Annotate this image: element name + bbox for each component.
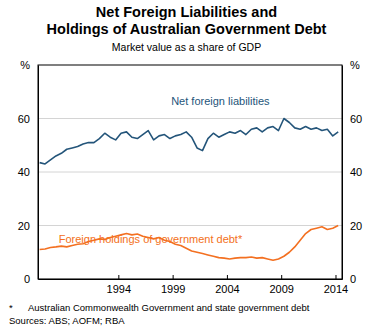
tick-label: 2004 xyxy=(215,283,239,295)
tick-mark xyxy=(281,275,282,279)
tick: 1999 xyxy=(161,275,185,295)
y-axis-left: 0 20 40 60 xyxy=(18,66,39,286)
grid-line xyxy=(38,225,342,226)
grid-line xyxy=(38,172,342,173)
tick-label: 0 xyxy=(24,273,30,285)
series-label: Net foreign liabilities xyxy=(171,95,270,107)
tick: 2004 xyxy=(215,275,239,295)
tick-label: 60 xyxy=(350,113,362,125)
axis-line xyxy=(342,66,343,280)
tick: 0 xyxy=(24,273,38,285)
tick: 20 xyxy=(342,220,362,232)
tick-label: 40 xyxy=(18,166,30,178)
tick-label: 1999 xyxy=(161,283,185,295)
tick-label: 0 xyxy=(350,273,356,285)
tick-label: 1994 xyxy=(107,283,131,295)
tick-label: 20 xyxy=(350,220,362,232)
tick-label: 40 xyxy=(350,166,362,178)
tick: 40 xyxy=(342,166,362,178)
tick: 60 xyxy=(18,113,38,125)
subtitle: Market value as a share of GDP xyxy=(112,41,261,53)
y-axis-right: 0 20 40 60 xyxy=(342,66,362,286)
source: Sources: ABS; AOFM; RBA xyxy=(9,315,125,326)
series-line xyxy=(40,226,339,261)
grid xyxy=(38,119,342,280)
tick-mark xyxy=(335,275,336,279)
plot-frame xyxy=(38,65,342,279)
y-axis-title: % xyxy=(20,59,30,71)
title-line: Holdings of Australian Government Debt xyxy=(47,21,327,37)
y-axis-title: % xyxy=(350,59,360,71)
footnote-marker: * xyxy=(9,302,13,313)
tick-mark xyxy=(227,275,228,279)
tick-label: 2014 xyxy=(324,283,348,295)
tick-label: 20 xyxy=(18,220,30,232)
tick-label: 60 xyxy=(18,113,30,125)
series-group xyxy=(40,119,339,261)
tick: 20 xyxy=(18,220,38,232)
plot: 0 20 40 60 0 20 40 60 1994 1999 2004 2009 2014 xyxy=(18,65,363,295)
tick: 1994 xyxy=(107,275,131,295)
tick: 40 xyxy=(18,166,38,178)
tick-label: 2009 xyxy=(269,283,293,295)
axis-line xyxy=(39,279,343,280)
tick: 60 xyxy=(342,113,362,125)
axis-line xyxy=(38,66,39,280)
grid-line xyxy=(38,118,342,119)
x-axis: 1994 1999 2004 2009 2014 xyxy=(39,275,349,295)
chart: Net Foreign Liabilities andHoldings of A… xyxy=(0,0,373,335)
tick: 2014 xyxy=(324,275,348,295)
tick: 2009 xyxy=(269,275,293,295)
series-line xyxy=(40,119,339,164)
series-label: Foreign holdings of government debt* xyxy=(59,233,243,245)
title: Net Foreign Liabilities andHoldings of A… xyxy=(47,4,327,37)
title-line: Net Foreign Liabilities and xyxy=(96,4,277,20)
tick-mark xyxy=(118,275,119,279)
tick-mark xyxy=(173,275,174,279)
footnote: Australian Commonwealth Government and s… xyxy=(28,302,310,313)
